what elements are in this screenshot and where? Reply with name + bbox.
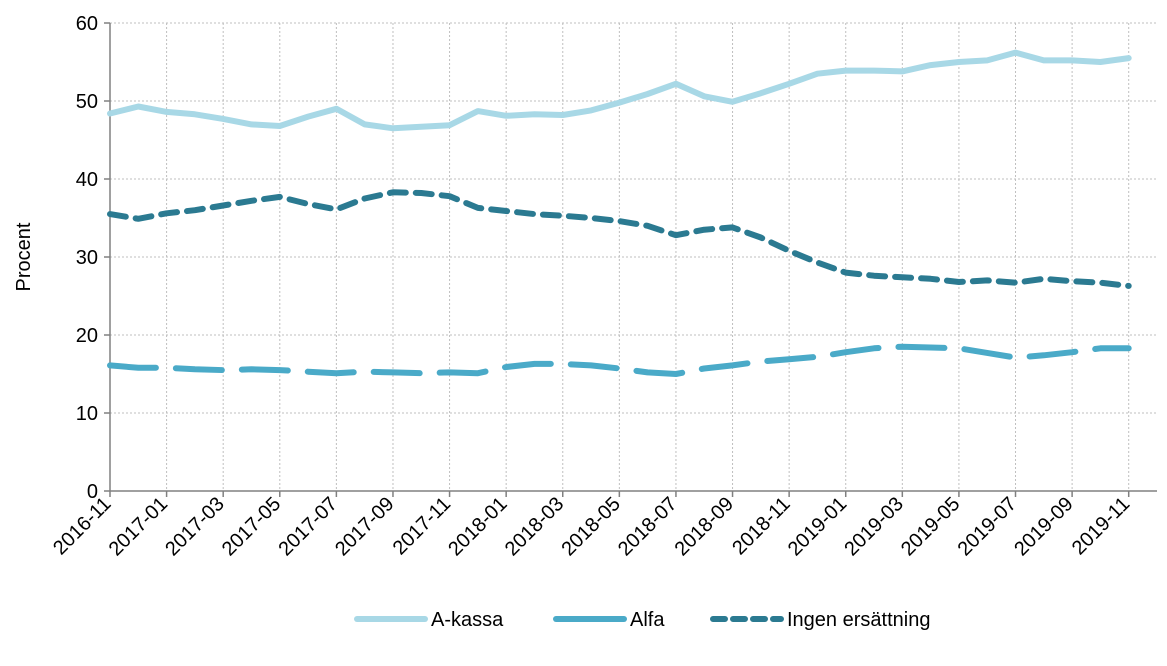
x-tick-label: 2019-09 — [1010, 493, 1077, 560]
x-tick-label: 2017-03 — [161, 493, 228, 560]
x-tick-label: 2018-05 — [557, 493, 624, 560]
x-tick-label: 2018-01 — [444, 493, 511, 560]
grid-layer — [110, 23, 1157, 491]
x-tick-label: 2016-11 — [49, 493, 115, 559]
x-tick-label: 2018-03 — [501, 493, 568, 560]
legend: A-kassa Alfa Ingen ersättning — [357, 609, 930, 631]
x-tick-label: 2017-07 — [274, 493, 341, 560]
x-tick-label: 2018-09 — [671, 493, 738, 560]
x-tick-label: 2019-11 — [1068, 493, 1134, 559]
x-tick-label: 2017-09 — [331, 493, 398, 560]
x-tick-label: 2019-03 — [840, 493, 907, 560]
legend-label: A-kassa — [431, 609, 504, 631]
x-tick-label: 2018-11 — [728, 493, 794, 559]
x-tick-label: 2017-01 — [105, 493, 172, 560]
x-tick-label: 2017-05 — [218, 493, 285, 560]
x-tick-label: 2019-01 — [784, 493, 851, 560]
y-tick-label: 40 — [76, 169, 98, 191]
legend-label: Alfa — [630, 609, 665, 631]
y-axis-label: Procent — [13, 222, 35, 291]
x-tick-labels: 2016-112017-012017-032017-052017-072017-… — [49, 493, 1134, 560]
y-tick-label: 50 — [76, 91, 98, 113]
y-tick-label: 10 — [76, 403, 98, 425]
x-tick-label: 2019-07 — [954, 493, 1021, 560]
axis-layer — [104, 23, 1157, 497]
x-tick-label: 2019-05 — [897, 493, 964, 560]
y-tick-label: 30 — [76, 247, 98, 269]
legend-label: Ingen ersättning — [787, 609, 930, 631]
x-tick-label: 2018-07 — [614, 493, 681, 560]
x-tick-label: 2017-11 — [389, 493, 455, 559]
y-tick-label: 20 — [76, 325, 98, 347]
y-tick-label: 60 — [76, 13, 98, 35]
